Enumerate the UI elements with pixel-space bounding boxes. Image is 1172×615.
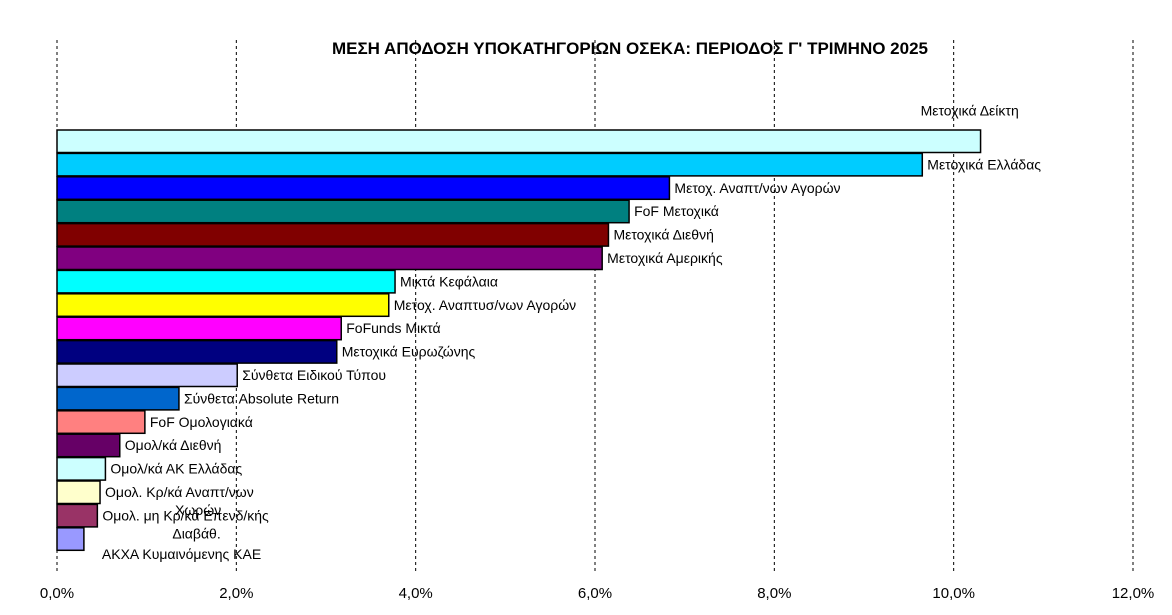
x-tick-label: 10,0%: [932, 585, 975, 602]
bar: [56, 480, 101, 505]
bar-label: Ομολ/κά ΑΚ Ελλάδας: [110, 461, 242, 477]
bar-label: Μικτά Κεφάλαια: [400, 273, 498, 289]
bar: [56, 246, 603, 271]
x-tick-label: 0,0%: [40, 585, 74, 602]
bar-label: Ομολ. Κρ/κά Αναπτ/νων Χωρών: [105, 484, 254, 518]
bar-label: Μετοχικά Δείκτη: [921, 102, 1019, 118]
bar-label: Ομολ. μη Κρ/κά Επενδ/κής Διαβάθ.: [102, 507, 269, 541]
bar-label: Ομολ/κά Διεθνή: [125, 437, 222, 453]
bar: [56, 293, 390, 318]
bar: [56, 410, 146, 435]
x-tick-label: 4,0%: [399, 585, 433, 602]
bar-label: Μετοχικά Ελλάδας: [927, 156, 1041, 172]
chart-title: ΜΕΣΗ ΑΠΟΔΟΣΗ ΥΠΟΚΑΤΗΓΟΡΙΩΝ ΟΣΕΚΑ: ΠΕΡΙΟΔ…: [332, 39, 928, 58]
bar: [56, 316, 342, 341]
bar-label: Μετοχ. Αναπτυσ/νων Αγορών: [394, 297, 576, 313]
bar-label: Μετοχικά Αμερικής: [607, 250, 723, 266]
bar: [56, 176, 671, 201]
bar-label: Μετοχ. Αναπτ/νων Αγορών: [674, 180, 840, 196]
bar: [56, 363, 238, 388]
x-tick-label: 12,0%: [1112, 585, 1155, 602]
bar: [56, 269, 396, 294]
bar: [56, 386, 180, 411]
x-tick-label: 8,0%: [757, 585, 791, 602]
bar: [56, 152, 924, 177]
bar: [56, 129, 982, 154]
bar-label: FoFunds Μικτά: [346, 320, 440, 336]
bar: [56, 433, 121, 458]
x-tick-label: 6,0%: [578, 585, 612, 602]
bar-labels: Μετοχικά Δείκτη Μετοχικά Ελλάδας Μετοχ. Αν…: [102, 102, 1041, 562]
bar-label: Μετοχικά Διεθνή: [613, 227, 713, 243]
x-axis-ticks: 0,0% 2,0% 4,0% 6,0% 8,0% 10,0% 12,0%: [40, 585, 1154, 602]
bar: [56, 503, 99, 528]
bar: [56, 527, 85, 552]
bar-label: Μετοχικά Ευρωζώνης: [342, 344, 476, 360]
bar-label: FoF Ομολογιακά: [150, 414, 253, 430]
bar: [56, 339, 338, 364]
x-tick-label: 2,0%: [219, 585, 253, 602]
bars: [56, 129, 982, 552]
bar-label: ΑΚΧΑ Κυμαινόμενης ΚΑΕ: [102, 546, 261, 562]
bar-label: Σύνθετα Absolute Return: [184, 390, 339, 406]
bar: [56, 199, 630, 224]
bar: [56, 222, 610, 247]
bar: [56, 456, 107, 481]
bar-label: FoF Μετοχικά: [634, 203, 719, 219]
bar-label: Σύνθετα Ειδικού Τύπου: [242, 367, 386, 383]
